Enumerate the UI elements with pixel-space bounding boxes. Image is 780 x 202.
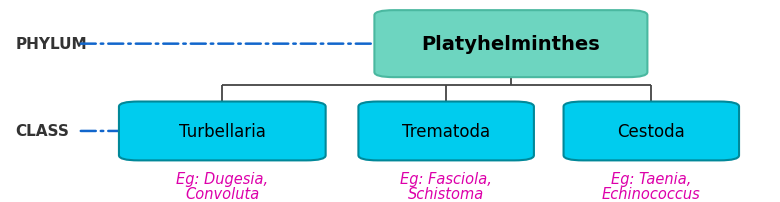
FancyBboxPatch shape (358, 102, 534, 161)
Text: Eg: Fasciola,: Eg: Fasciola, (400, 171, 492, 186)
Text: Echinococcus: Echinococcus (602, 186, 700, 201)
FancyBboxPatch shape (119, 102, 326, 161)
Text: Convoluta: Convoluta (185, 186, 260, 201)
Text: Schistoma: Schistoma (408, 186, 484, 201)
Text: Eg: Dugesia,: Eg: Dugesia, (176, 171, 268, 186)
Text: Cestoda: Cestoda (618, 122, 685, 140)
Text: PHYLUM: PHYLUM (16, 37, 87, 52)
Text: Turbellaria: Turbellaria (179, 122, 266, 140)
Text: Eg: Taenia,: Eg: Taenia, (611, 171, 692, 186)
Text: Trematoda: Trematoda (402, 122, 490, 140)
FancyBboxPatch shape (374, 11, 647, 78)
Text: CLASS: CLASS (16, 124, 69, 139)
Text: Platyhelminthes: Platyhelminthes (421, 35, 601, 54)
FancyBboxPatch shape (563, 102, 739, 161)
